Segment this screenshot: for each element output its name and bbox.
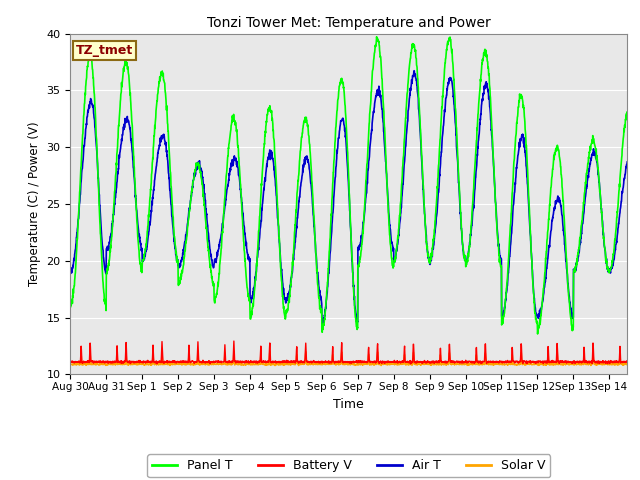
Solar V xyxy=(158,348,166,353)
Air T xyxy=(99,247,107,253)
Line: Solar V: Solar V xyxy=(70,350,627,366)
Panel T xyxy=(538,302,546,308)
Panel T xyxy=(433,203,440,209)
Battery V xyxy=(99,358,107,364)
Title: Tonzi Tower Met: Temperature and Power: Tonzi Tower Met: Temperature and Power xyxy=(207,16,491,30)
Panel T xyxy=(623,109,631,115)
Line: Battery V: Battery V xyxy=(70,341,627,364)
Panel T xyxy=(99,280,107,286)
Air T xyxy=(416,117,424,123)
Solar V xyxy=(99,361,107,367)
Battery V xyxy=(538,359,546,365)
Air T xyxy=(604,267,612,273)
Battery V xyxy=(407,361,415,367)
Panel T xyxy=(372,34,380,40)
Text: TZ_tmet: TZ_tmet xyxy=(76,44,133,57)
Solar V xyxy=(67,361,74,367)
Panel T xyxy=(352,318,360,324)
Line: Air T: Air T xyxy=(70,71,627,324)
Panel T xyxy=(67,304,74,310)
Battery V xyxy=(604,359,612,364)
Air T xyxy=(410,68,418,73)
Y-axis label: Temperature (C) / Power (V): Temperature (C) / Power (V) xyxy=(28,122,41,286)
Battery V xyxy=(623,359,631,365)
Solar V xyxy=(623,362,631,368)
Air T xyxy=(67,268,74,274)
Solar V xyxy=(416,361,424,367)
Air T xyxy=(623,159,631,165)
Air T xyxy=(433,214,440,219)
Panel T xyxy=(534,331,541,337)
Panel T xyxy=(415,105,423,111)
Battery V xyxy=(353,360,360,365)
Line: Panel T: Panel T xyxy=(70,37,627,334)
Solar V xyxy=(604,362,612,368)
Solar V xyxy=(433,362,440,368)
Battery V xyxy=(67,360,74,365)
Air T xyxy=(538,301,546,307)
Air T xyxy=(318,321,326,326)
Solar V xyxy=(538,361,546,367)
Battery V xyxy=(230,338,237,344)
Panel T xyxy=(604,268,612,274)
Solar V xyxy=(377,363,385,369)
Battery V xyxy=(433,359,440,364)
X-axis label: Time: Time xyxy=(333,397,364,410)
Air T xyxy=(353,312,360,318)
Solar V xyxy=(353,362,360,368)
Legend: Panel T, Battery V, Air T, Solar V: Panel T, Battery V, Air T, Solar V xyxy=(147,454,550,477)
Battery V xyxy=(416,360,424,365)
